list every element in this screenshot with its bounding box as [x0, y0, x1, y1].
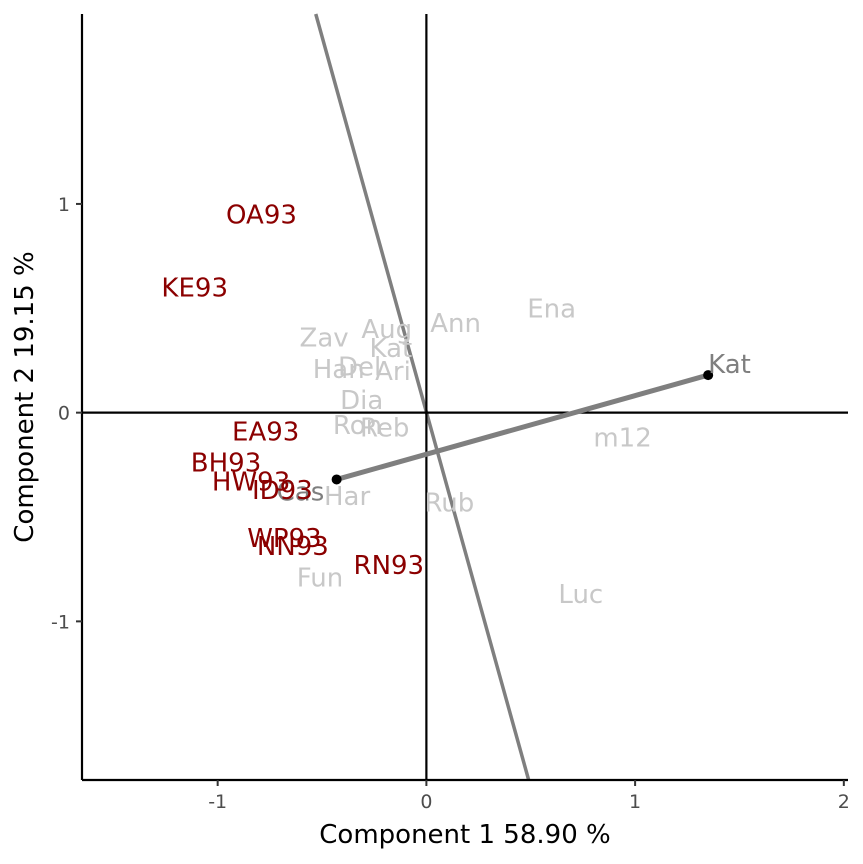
sample-label: WP93 — [247, 524, 321, 554]
x-tick-label: 0 — [420, 791, 432, 813]
y-tick-label: 1 — [58, 194, 70, 216]
environment-label: Reb — [360, 413, 409, 443]
comparison-start-point — [331, 474, 342, 485]
environment-label: Fun — [297, 564, 344, 594]
environment-label: Ena — [527, 294, 576, 324]
environment-label: Han — [313, 355, 365, 385]
axis-frame-layer — [80, 14, 848, 782]
y-tick-label: -1 — [51, 611, 70, 633]
comparison-end-label: Kat — [708, 350, 751, 380]
environment-label: Kat — [370, 334, 413, 364]
environment-label: Luc — [558, 580, 603, 610]
sample-label: NN93 — [257, 532, 329, 562]
environment-label: Rub — [424, 488, 474, 518]
environment-label: Ari — [375, 357, 411, 387]
perpendicular-line-layer — [314, 13, 531, 781]
environment-label: Har — [324, 482, 370, 512]
sample-label: EA93 — [232, 417, 299, 447]
y-axis-title: Component 2 19.15 % — [10, 251, 40, 542]
zero-axis-lines-layer — [82, 14, 848, 780]
x-tick-label: 2 — [838, 791, 850, 813]
environment-label: Ann — [430, 309, 481, 339]
comparison-start-label: Cas — [277, 477, 325, 507]
sample-label: HW93 — [212, 468, 290, 498]
comparison-arrow-layer: Cas Kat — [277, 350, 751, 507]
environment-label: Dia — [340, 386, 383, 416]
environment-label: Aug — [361, 315, 412, 345]
y-tick-label: 0 — [58, 403, 70, 425]
x-tick-label: -1 — [208, 791, 227, 813]
environment-label: m12 — [593, 424, 651, 454]
environment-label: Zav — [300, 324, 349, 354]
sample-label: OA93 — [226, 200, 297, 230]
environment-label: Ron — [333, 411, 382, 441]
environment-label: Del — [338, 353, 381, 383]
sample-label: ID93 — [252, 476, 313, 506]
x-axis-title: Component 1 58.90 % — [319, 820, 610, 850]
comparison-line — [334, 372, 711, 482]
sample-label: RN93 — [354, 551, 425, 581]
perpendicular-line — [314, 13, 531, 781]
tick-layer: -1 0 1 2 -1 0 1 — [51, 194, 850, 813]
sample-label: BH93 — [191, 449, 261, 479]
x-tick-label: 1 — [629, 791, 641, 813]
comparison-end-point — [703, 370, 714, 381]
sample-label: KE93 — [161, 273, 228, 303]
